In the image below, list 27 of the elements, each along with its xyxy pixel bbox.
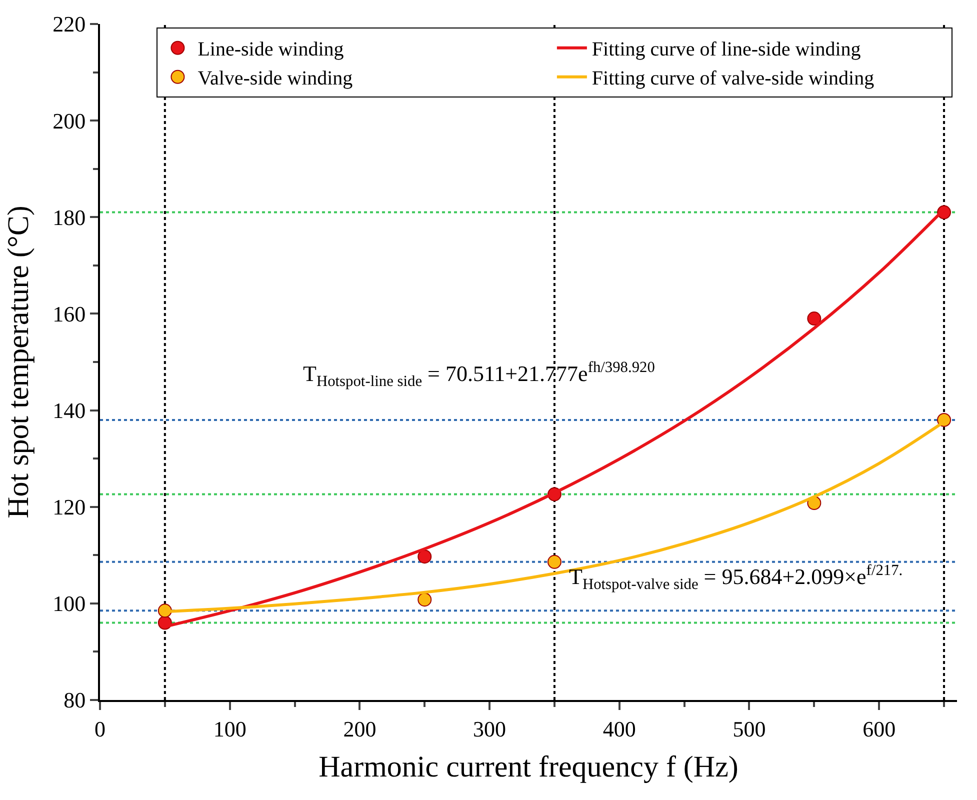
annotation: T$_{Hotspot-line side}$ = 70.511+21.777e$^{fh/398.920}$: [303, 359, 656, 390]
x-tick-label: 0: [94, 716, 106, 742]
y-tick-label: 200: [52, 108, 86, 134]
y-axis-title: Hot spot temperature (°C): [2, 206, 36, 518]
y-tick-label: 100: [52, 591, 86, 616]
x-tick-label: 600: [862, 716, 896, 742]
point: [807, 312, 822, 326]
legend-label: Fitting curve of line-side winding: [592, 38, 861, 61]
x-tick-label: 300: [473, 716, 506, 742]
x-tick-label: 400: [602, 716, 636, 742]
point: [418, 592, 432, 607]
legend-label: Valve-side winding: [198, 68, 353, 90]
x-tick-label: 100: [213, 716, 246, 742]
y-tick-label: 140: [52, 398, 86, 423]
y-tick-label: 220: [52, 12, 86, 37]
y-tick-label: 180: [52, 204, 86, 230]
x-axis-title: Harmonic current frequency f (Hz): [318, 750, 738, 784]
legend-label: Fitting curve of valve-side winding: [592, 68, 874, 90]
legend-label: Line-side winding: [198, 38, 344, 61]
point: [547, 554, 562, 569]
y-tick-label: 120: [52, 494, 86, 520]
x-tick-label: 500: [732, 716, 766, 742]
y-tick-label: 80: [64, 688, 86, 713]
x-tick-label: 200: [343, 716, 376, 742]
annotation: T$_{Hotspot-valve side}$ = 95.684+2.099×e$^{f/217.}$: [569, 562, 903, 593]
y-tick-label: 160: [52, 301, 86, 326]
point: [418, 550, 432, 564]
